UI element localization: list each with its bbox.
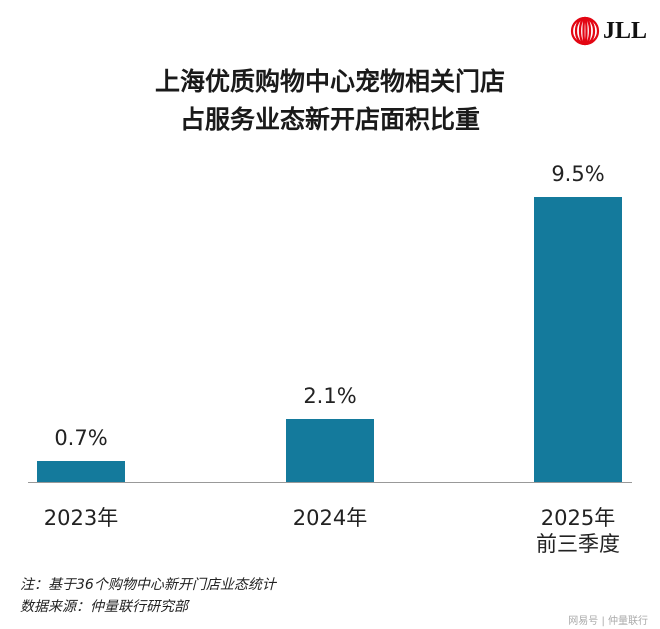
chart-note: 注：基于36个购物中心新开门店业态统计 (20, 577, 276, 593)
jll-logo: JLL (570, 16, 647, 46)
x-tick-label: 2023年 (44, 506, 118, 530)
chart-title-line1: 上海优质购物中心宠物相关门店 (154, 67, 505, 96)
bar (534, 197, 622, 482)
watermark: 网易号 | 仲量联行 (568, 616, 648, 627)
data-label: 2.1% (303, 384, 356, 408)
x-tick-label: 2025年 (541, 506, 615, 530)
chart-title-line2: 占服务业态新开店面积比重 (179, 105, 480, 134)
data-label: 9.5% (551, 162, 604, 186)
bar (286, 419, 374, 482)
bar (37, 461, 125, 482)
jll-logo-icon (570, 16, 600, 46)
x-tick-label: 前三季度 (536, 532, 620, 556)
logo-text: JLL (603, 17, 648, 44)
chart-source: 数据来源：仲量联行研究部 (20, 599, 188, 615)
data-label: 0.7% (54, 426, 107, 450)
x-tick-label: 2024年 (293, 506, 367, 530)
